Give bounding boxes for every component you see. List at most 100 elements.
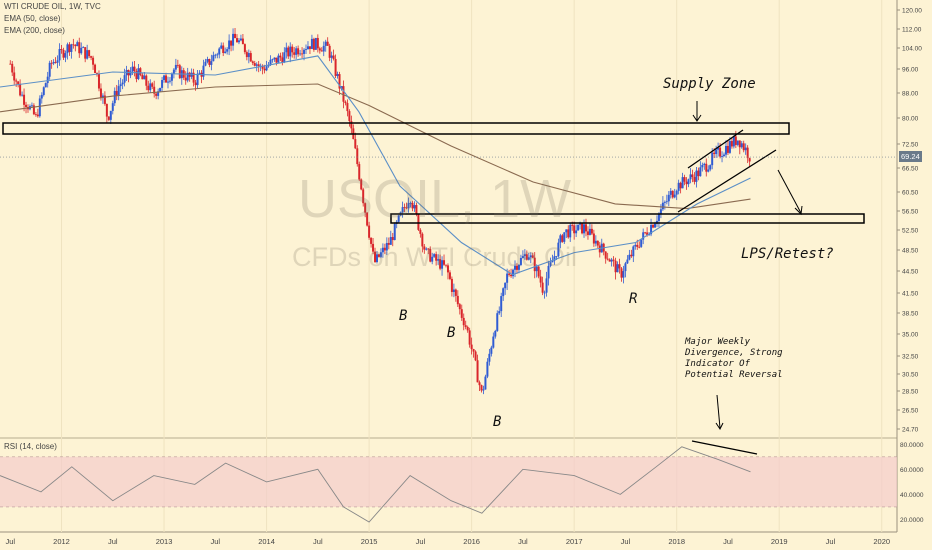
y-tick-label: 24.70: [902, 427, 919, 434]
candle-body: [208, 59, 211, 65]
legend-title: WTI CRUDE OIL, 1W, TVC: [4, 2, 101, 11]
candle-body: [334, 58, 337, 76]
candle-body: [350, 121, 353, 129]
channel-upper-line: [687, 129, 744, 169]
candle-body: [370, 237, 373, 244]
candle-body: [257, 64, 260, 67]
rsi-tick-label: 60.0000: [900, 467, 924, 474]
candle-body: [557, 242, 560, 257]
candle-body: [594, 240, 597, 244]
candle-body: [703, 163, 706, 165]
candle-body: [159, 87, 162, 92]
candle-body: [109, 110, 112, 120]
candle-body: [342, 86, 345, 102]
candle-body: [533, 257, 536, 272]
candle-body: [650, 224, 653, 235]
candle-body: [588, 228, 591, 235]
candle-body: [74, 44, 77, 47]
candle-body: [72, 44, 75, 46]
candle-body: [332, 55, 335, 59]
candle-body: [407, 203, 410, 209]
candle-body: [48, 62, 51, 77]
candle-body: [748, 158, 751, 162]
x-tick-label: 2014: [258, 537, 275, 546]
candle-body: [523, 254, 526, 257]
candle-body: [596, 240, 599, 246]
rsi-divergence-line: [691, 440, 758, 455]
candle-body: [586, 231, 589, 235]
candle-body: [226, 49, 229, 52]
candle-body: [452, 289, 455, 292]
candle-body: [584, 224, 587, 232]
candle-body: [283, 52, 286, 63]
candle-body: [443, 260, 446, 265]
x-tick-label: 2016: [463, 537, 480, 546]
candle-body: [657, 213, 660, 221]
candle-body: [508, 273, 511, 275]
candle-body: [346, 103, 349, 112]
candle-body: [626, 259, 629, 264]
candle-body: [541, 282, 544, 293]
candle-body: [133, 66, 136, 72]
candle-body: [448, 272, 451, 279]
y-tick-label: 48.50: [902, 248, 919, 255]
candle-body: [372, 243, 375, 252]
candle-body: [517, 264, 520, 270]
candle-body: [425, 248, 428, 250]
candle-body: [663, 201, 666, 203]
candle-body: [224, 51, 227, 53]
divergence-line-3: Indicator Of: [685, 359, 751, 369]
x-tick-label: 2015: [361, 537, 378, 546]
candle-body: [44, 83, 47, 88]
candle-body: [667, 194, 670, 202]
candle-body: [103, 95, 106, 104]
ema200-line: [0, 83, 751, 210]
candle-body: [413, 205, 416, 209]
candle-body: [565, 229, 568, 233]
candle-body: [545, 278, 548, 293]
candle-body: [654, 223, 657, 228]
candle-body: [612, 259, 615, 261]
candle-body: [326, 41, 329, 46]
candle-body: [691, 174, 694, 178]
candle-body: [379, 252, 382, 257]
candle-body: [441, 260, 444, 269]
candle-body: [253, 63, 256, 66]
y-tick-label: 104.00: [902, 46, 922, 53]
rsi-band: [0, 456, 897, 507]
candle-body: [482, 389, 485, 391]
target-arrow-shaft: [777, 169, 802, 214]
y-tick-label: 44.50: [902, 269, 919, 276]
candle-body: [496, 313, 499, 331]
candle-body: [573, 225, 576, 234]
candle-body: [94, 64, 97, 74]
candle-body: [427, 248, 430, 250]
candle-body: [464, 325, 467, 327]
candle-body: [490, 347, 493, 354]
candle-body: [178, 65, 181, 79]
candle-body: [198, 72, 201, 74]
candle-body: [174, 64, 177, 70]
candle-body: [531, 255, 534, 258]
candle-body: [46, 76, 49, 84]
y-tick-label: 28.50: [902, 389, 919, 396]
candle-body: [687, 179, 690, 185]
candle-body: [11, 63, 14, 73]
candle-body: [131, 66, 134, 72]
candle-body: [66, 44, 69, 54]
candle-body: [480, 385, 483, 391]
candle-body: [338, 74, 341, 89]
candle-body: [82, 47, 85, 48]
candle-body: [245, 52, 248, 58]
label-r: R: [629, 291, 638, 307]
candle-body: [324, 41, 327, 46]
candle-body: [86, 50, 89, 59]
candle-body: [577, 224, 580, 231]
candle-body: [101, 95, 104, 98]
candle-body: [701, 164, 704, 168]
x-tick-label: 2020: [873, 537, 890, 546]
candle-body: [23, 94, 26, 105]
supply-zone-label: Supply Zone: [663, 76, 756, 92]
candle-body: [642, 232, 645, 240]
